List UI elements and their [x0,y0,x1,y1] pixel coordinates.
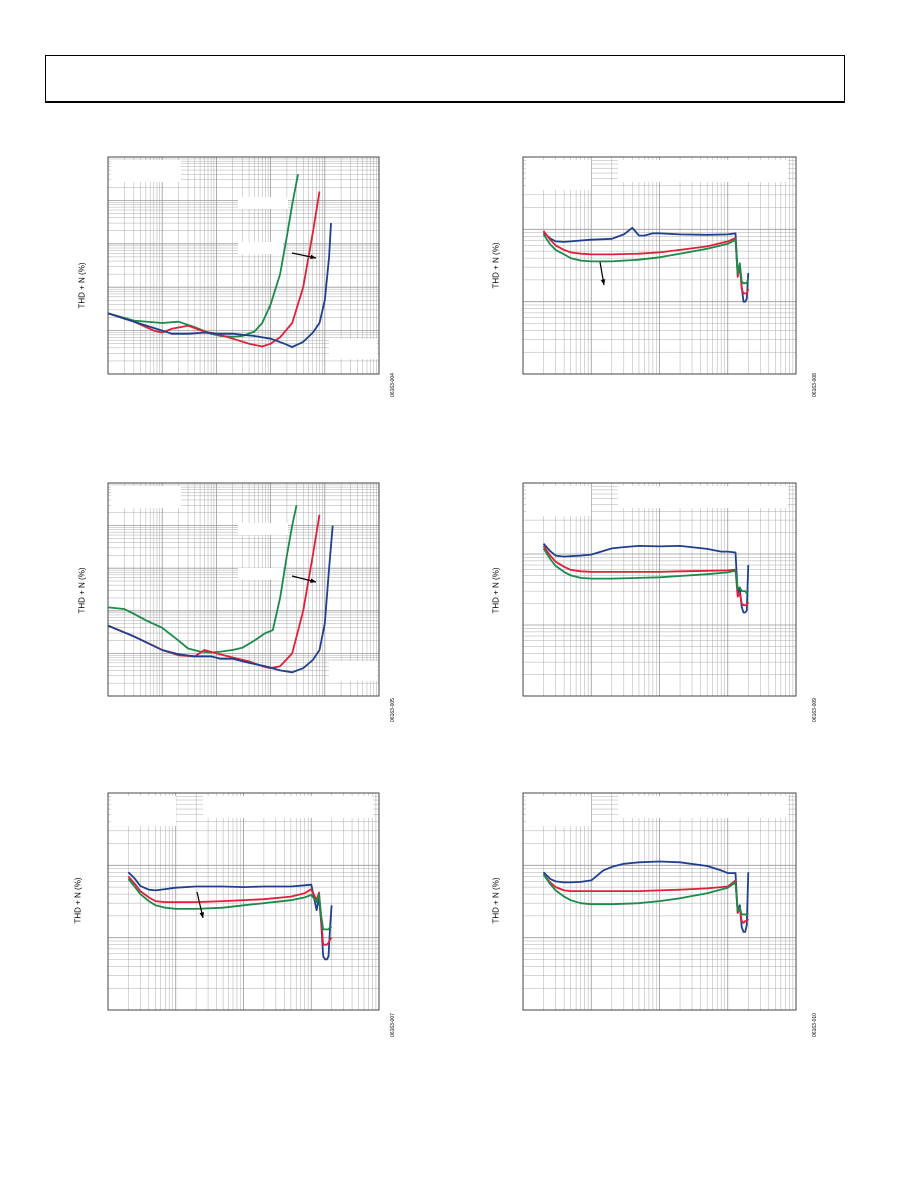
legend-mask-area [203,796,373,818]
plot-frame [522,156,797,375]
legend-mask-area [526,486,591,516]
figure-number: 06163-010 [811,1013,818,1037]
plot-frame [107,156,380,375]
series-line-blue [542,860,750,933]
legend-mask-area [618,486,788,508]
series-line-red [542,545,750,607]
grid [522,157,796,375]
page-header-box [45,55,845,103]
plot-frame [522,792,797,1011]
legend-mask-area [329,339,377,359]
plot-frame [522,482,797,697]
legend-mask-area [238,242,283,254]
series-line-red [542,230,750,295]
annotation-arrow [291,252,317,260]
legend-mask-area [526,796,591,826]
series-line-red [127,875,333,946]
annotation-arrow [291,575,317,583]
legend-mask-area [238,523,288,535]
series-line-red [542,873,749,924]
legend-mask-area [238,568,283,580]
series-line-blue [108,223,332,348]
y-axis-label: THD + N (%) [491,877,501,923]
legend-mask-area [329,661,377,681]
plot-frame [107,482,380,697]
grid [522,793,796,1011]
plot-frame [107,792,380,1011]
legend-mask-area [526,160,591,190]
legend-mask-area [111,796,176,826]
series-line-green [127,878,332,931]
series-line-green [108,174,299,338]
legend-mask-area [238,197,288,209]
series-line-green [542,233,750,285]
legend-mask-area [618,160,788,182]
series-line-red [108,191,321,348]
series-line-green [542,547,750,595]
legend-mask-area [111,486,181,508]
series-line-blue [542,543,750,614]
series-line-green [542,873,749,916]
series-line-blue [108,525,334,674]
grid [107,483,379,697]
annotation-arrow [196,891,205,919]
series-line-blue [127,871,333,961]
legend-mask-area [111,160,181,182]
series-line-green [108,505,298,654]
legend-mask-area [618,796,788,818]
annotation-arrow [599,261,606,286]
